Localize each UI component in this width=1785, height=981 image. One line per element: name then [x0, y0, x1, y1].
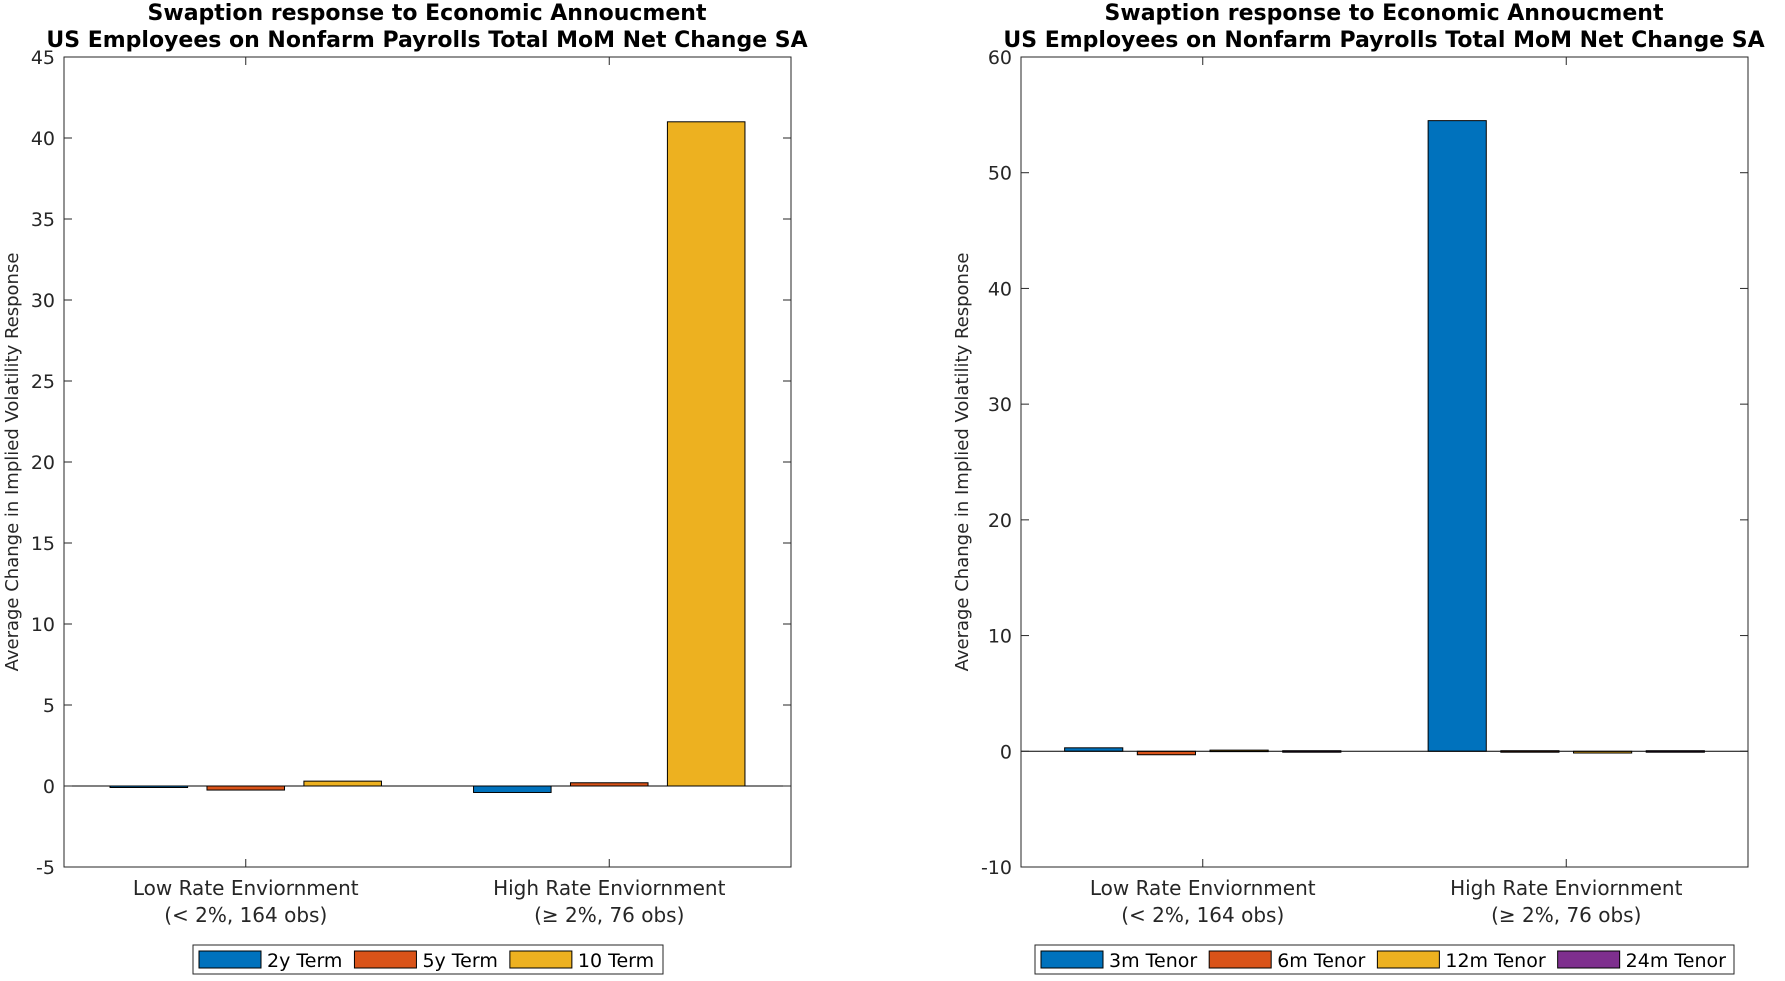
legend-label-3m-tenor: 3m Tenor: [1109, 950, 1197, 972]
y-tick-label: 30: [31, 290, 55, 312]
legend-label-12m-tenor: 12m Tenor: [1445, 950, 1545, 972]
chart-title-line-2: US Employees on Nonfarm Payrolls Total M…: [46, 28, 807, 53]
y-tick-label: 5: [43, 695, 55, 717]
x-category-label-2-line-1: High Rate Enviornment: [1450, 876, 1682, 900]
y-tick-label: 30: [988, 394, 1012, 416]
y-tick-label: 15: [31, 533, 55, 555]
legend-label-6m-tenor: 6m Tenor: [1277, 950, 1365, 972]
bar-3m-tenor-cat-2: [1427, 120, 1487, 752]
y-tick-label: 50: [988, 163, 1012, 185]
y-tick-label: -10: [981, 857, 1012, 879]
bar-6m-tenor-cat-1: [1136, 750, 1196, 756]
legend-swatch-6m-tenor: [1208, 950, 1272, 969]
y-axis-label: Average Change in Implied Volatility Res…: [952, 253, 973, 672]
y-tick-label: 10: [31, 614, 55, 636]
y-tick-label: 40: [988, 278, 1012, 300]
legend-label-2y-term: 2y Term: [267, 950, 342, 972]
y-tick-label: 0: [43, 776, 55, 798]
bar-2y-term-cat-2: [473, 785, 552, 793]
x-category-label-1-line-1: Low Rate Enviornment: [133, 876, 359, 900]
x-category-label-2-line-2: (≥ 2%, 76 obs): [1491, 903, 1641, 927]
y-tick-label: 40: [31, 128, 55, 150]
chart-title-line-1: Swaption response to Economic Annoucment: [1105, 1, 1664, 26]
x-category-label-1-line-1: Low Rate Enviornment: [1090, 876, 1316, 900]
x-category-label-1-line-2: (< 2%, 164 obs): [164, 903, 327, 927]
y-tick-label: 60: [988, 47, 1012, 69]
bar-5y-term-cat-1: [206, 785, 286, 791]
y-tick-label: 45: [31, 47, 55, 69]
y-tick-label: 10: [988, 626, 1012, 648]
legend-label-24m-tenor: 24m Tenor: [1626, 950, 1726, 972]
chart-title-line-2: US Employees on Nonfarm Payrolls Total M…: [1003, 28, 1764, 53]
legend-box: [192, 944, 664, 975]
y-tick-label: -5: [36, 857, 55, 879]
legend-swatch-5y-term: [353, 950, 417, 969]
x-category-label-2-line-2: (≥ 2%, 76 obs): [534, 903, 684, 927]
legend-swatch-2y-term: [198, 950, 262, 969]
legend-label-5y-term: 5y Term: [422, 950, 497, 972]
legend: 2y Term 5y Term 10 Term: [192, 944, 664, 975]
y-axis-label: Average Change in Implied Volatility Res…: [2, 253, 23, 672]
legend: 3m Tenor 6m Tenor 12m Tenor 24m Tenor: [1034, 944, 1735, 975]
bar-10-term-cat-1: [303, 780, 382, 787]
y-tick-label: 20: [988, 510, 1012, 532]
chart-1: Swaption response to Economic Annoucment…: [2, 1, 808, 975]
bar-3m-tenor-cat-1: [1064, 747, 1124, 752]
plot-area-frame: [1020, 56, 1749, 868]
legend-label-10-term: 10 Term: [578, 950, 654, 972]
y-tick-label: 35: [31, 209, 55, 231]
legend-swatch-12m-tenor: [1376, 950, 1440, 969]
y-tick-label: 25: [31, 371, 55, 393]
legend-swatch-10-term: [509, 950, 573, 969]
x-category-label-2-line-1: High Rate Enviornment: [493, 876, 725, 900]
chart-2: Swaption response to Economic Annoucment…: [952, 1, 1765, 975]
chart-title-line-1: Swaption response to Economic Annoucment: [148, 1, 707, 26]
legend-swatch-3m-tenor: [1040, 950, 1104, 969]
legend-swatch-24m-tenor: [1557, 950, 1621, 969]
bar-10-term-cat-2: [666, 121, 746, 787]
y-tick-label: 20: [31, 452, 55, 474]
x-category-label-1-line-2: (< 2%, 164 obs): [1121, 903, 1284, 927]
y-tick-label: 0: [1000, 741, 1012, 763]
